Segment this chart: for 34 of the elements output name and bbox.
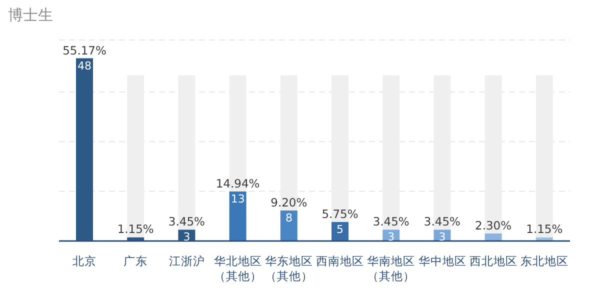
data-label: 55.17% [62,43,106,58]
data-label: 2.30% [475,218,512,232]
data-label: 14.94% [216,176,260,191]
x-tick-label: 华东地区（其他） [264,254,313,283]
annotation: 3 [183,230,190,244]
data-label: 1.15% [526,222,563,236]
bar [127,237,144,241]
x-tick-label: 东北地区 [520,254,568,268]
bar [229,192,246,241]
bar [76,58,93,241]
x-tick-label: 华北地区（其他） [214,254,262,283]
x-tick-label: 西南地区 [316,254,364,268]
x-tick-label: 江浙沪 [168,254,205,268]
chart-title: 博士生 [8,6,53,25]
x-tick-label: 西北地区 [469,254,518,268]
data-label: 3.45% [372,214,410,229]
data-label: 9.20% [270,196,308,210]
bar [536,237,553,241]
annotation: 3 [388,230,395,244]
data-label: 5.75% [322,206,358,221]
annotation: 5 [336,222,344,236]
bar [484,233,502,241]
annotation: 8 [285,212,292,225]
data-label: 3.45% [168,214,206,229]
data-label: 3.45% [424,214,461,229]
annotation: 13 [230,192,245,206]
x-tick-label: 广东 [124,254,148,268]
x-tick-label: 北京 [72,254,97,268]
annotation: 48 [78,59,92,72]
x-tick-label: 华中地区 [418,254,466,268]
x-tick-label: 华南地区（其他） [367,254,416,283]
bar [280,210,298,241]
annotation: 3 [438,230,446,244]
data-label: 1.15% [117,222,154,236]
